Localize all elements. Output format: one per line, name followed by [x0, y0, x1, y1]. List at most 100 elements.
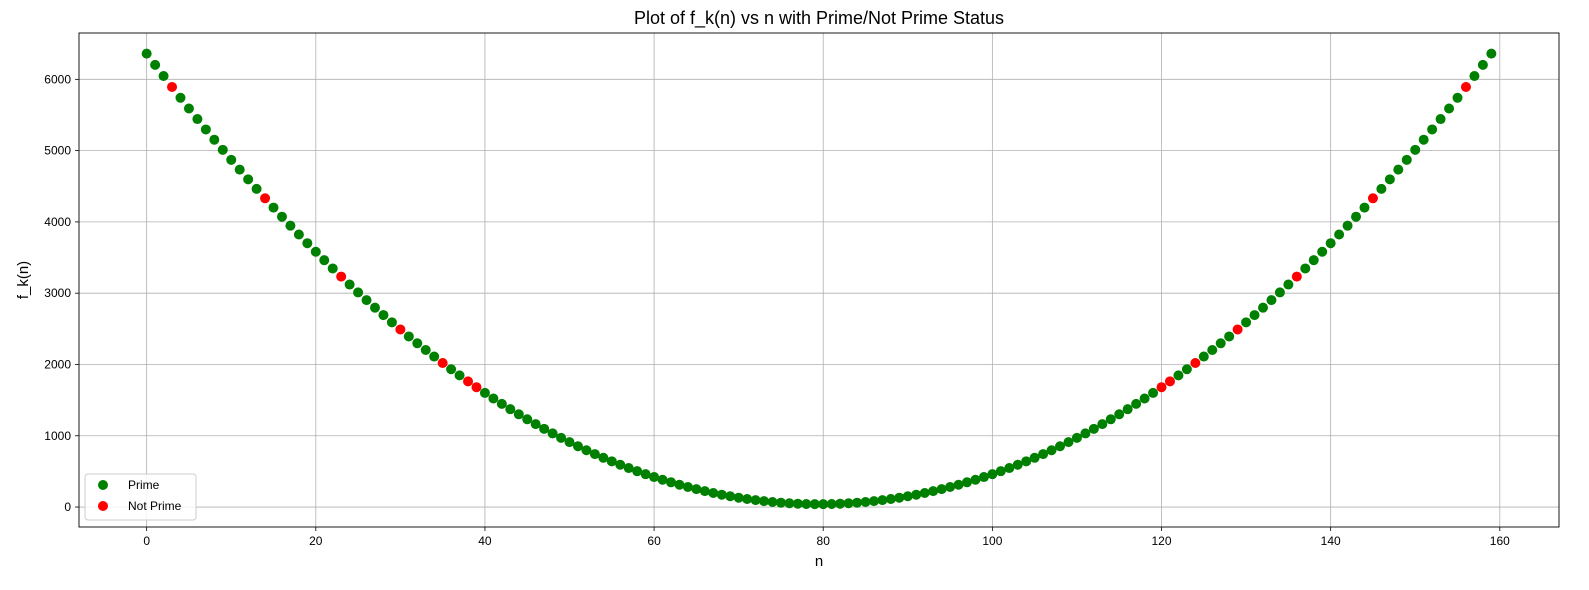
data-point-prime [1249, 310, 1260, 321]
data-point-prime [733, 492, 744, 503]
data-point-prime [1401, 154, 1412, 165]
data-point-prime [1131, 398, 1142, 409]
data-point-prime [987, 469, 998, 480]
data-point-prime [1384, 174, 1395, 185]
data-point-prime [1435, 114, 1446, 125]
data-point-prime [1029, 452, 1040, 463]
data-point-prime [742, 493, 753, 504]
data-point-prime [1055, 441, 1066, 452]
data-point-prime [911, 489, 922, 500]
x-tick-label: 140 [1321, 534, 1341, 548]
x-tick-label: 40 [478, 534, 492, 548]
data-point-prime [1224, 331, 1235, 342]
chart-title: Plot of f_k(n) vs n with Prime/Not Prime… [634, 8, 1004, 29]
data-point-prime [209, 134, 220, 145]
data-point-prime [1283, 279, 1294, 290]
data-point-prime [1308, 255, 1319, 266]
data-point-prime [767, 496, 778, 507]
data-point-prime [268, 202, 279, 213]
data-point-prime [1258, 302, 1268, 313]
data-point-prime [589, 449, 600, 460]
data-point-prime [1477, 59, 1488, 70]
data-point-prime [1300, 263, 1311, 274]
data-point-prime [446, 364, 457, 375]
data-point-prime [792, 498, 803, 509]
data-point-prime [1181, 364, 1192, 375]
data-point-prime [843, 498, 854, 509]
gridlines [79, 33, 1559, 527]
data-point-prime [936, 484, 947, 495]
data-point-prime [691, 484, 702, 495]
data-point-prime [370, 302, 380, 313]
data-point-not-prime [1232, 324, 1243, 335]
data-point-prime [1004, 463, 1015, 474]
data-point-prime [158, 70, 169, 81]
data-point-prime [1114, 409, 1125, 420]
x-tick-label: 100 [982, 534, 1002, 548]
y-axis-label: f_k(n) [15, 261, 32, 299]
data-point-prime [353, 287, 364, 298]
data-point-prime [386, 317, 397, 328]
data-point-prime [1359, 202, 1370, 213]
data-point-not-prime [336, 271, 347, 282]
data-point-prime [1266, 295, 1277, 306]
x-tick-label: 160 [1490, 534, 1510, 548]
data-point-not-prime [1460, 81, 1471, 92]
data-point-prime [1241, 317, 1252, 328]
data-point-prime [150, 59, 161, 70]
data-point-prime [919, 487, 930, 498]
data-point-prime [759, 496, 770, 507]
data-point-prime [902, 491, 913, 502]
data-point-prime [674, 479, 685, 490]
data-point-prime [852, 497, 863, 508]
data-point-prime [1198, 351, 1209, 362]
data-point-prime [801, 498, 812, 509]
data-point-not-prime [260, 193, 271, 204]
y-tick-label: 2000 [44, 357, 71, 371]
data-point-prime [632, 466, 643, 477]
data-point-prime [699, 486, 710, 497]
y-tick-label: 3000 [44, 286, 71, 300]
data-point-prime [293, 229, 304, 240]
data-point-prime [953, 479, 964, 490]
data-point-prime [1351, 211, 1362, 222]
data-point-prime [243, 174, 254, 185]
data-point-prime [310, 246, 321, 257]
data-point-prime [572, 441, 583, 452]
data-point-prime [1021, 456, 1032, 467]
data-point-prime [1334, 229, 1345, 240]
data-point-prime [835, 498, 846, 509]
data-point-not-prime [1291, 271, 1302, 282]
data-point-prime [344, 279, 355, 290]
data-point-prime [657, 474, 668, 485]
data-point-prime [479, 387, 490, 398]
data-point-not-prime [471, 382, 482, 393]
legend-label-prime: Prime [128, 478, 160, 492]
data-point-prime [1215, 338, 1226, 349]
data-point-prime [285, 220, 296, 231]
data-point-prime [1173, 370, 1184, 381]
data-point-not-prime [395, 324, 406, 335]
data-point-prime [581, 445, 592, 456]
data-point-prime [226, 154, 237, 165]
y-tick-label: 6000 [44, 72, 71, 86]
data-point-prime [826, 498, 837, 509]
data-point-prime [1139, 393, 1150, 404]
data-point-prime [978, 472, 989, 483]
data-point-not-prime [167, 81, 178, 92]
data-point-prime [1148, 387, 1159, 398]
data-point-prime [496, 398, 507, 409]
data-point-prime [429, 351, 440, 362]
data-point-prime [640, 469, 651, 480]
legend-marker-not-prime [98, 501, 108, 511]
legend-box [84, 473, 197, 521]
data-point-prime [564, 437, 575, 448]
data-point-prime [302, 238, 313, 249]
data-point-prime [1427, 124, 1438, 135]
y-axis-ticks: 0 1000 2000 3000 4000 5000 6000 [44, 72, 79, 514]
data-point-prime [623, 463, 634, 474]
data-point-prime [1469, 70, 1480, 81]
data-point-not-prime [1367, 193, 1378, 204]
data-point-prime [175, 92, 186, 103]
data-point-prime [530, 419, 541, 430]
